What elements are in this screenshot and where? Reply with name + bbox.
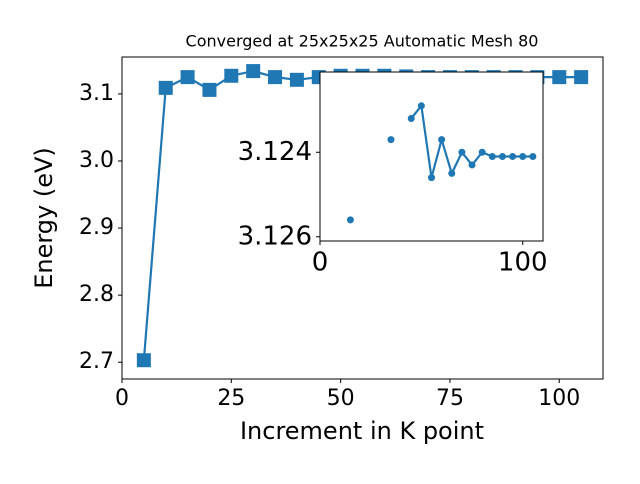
marker <box>488 153 496 160</box>
x-tick-label: 50 <box>327 386 355 411</box>
chart-title: Converged at 25x25x25 Automatic Mesh 80 <box>186 32 539 51</box>
marker <box>478 148 486 156</box>
marker <box>268 70 283 85</box>
marker <box>387 136 395 144</box>
marker <box>468 161 476 169</box>
y-tick-label: 3.1 <box>79 81 114 106</box>
data-layer <box>346 102 537 224</box>
y-tick-label: 2.9 <box>79 215 114 240</box>
x-tick-label: 25 <box>217 386 245 411</box>
marker <box>519 153 527 160</box>
marker <box>552 70 567 85</box>
x-tick-label: 0 <box>312 248 329 278</box>
x-tick-label: 0 <box>115 386 129 411</box>
marker <box>498 153 506 160</box>
axes: 0 100 3.124 3.126 <box>238 71 548 278</box>
marker <box>448 169 456 177</box>
x-tick-label: 100 <box>538 386 580 411</box>
x-axis-label: Increment in K point <box>240 417 484 445</box>
y-tick-label: 3.124 <box>238 137 312 167</box>
y-tick-label: 3.0 <box>79 148 114 173</box>
marker <box>136 353 151 368</box>
marker <box>458 148 466 156</box>
marker <box>158 80 173 95</box>
marker <box>346 216 354 224</box>
marker <box>509 153 517 160</box>
marker <box>574 70 589 85</box>
axes-frame <box>319 71 544 242</box>
y-tick-label: 2.8 <box>79 282 114 307</box>
marker <box>289 72 304 87</box>
marker <box>202 82 217 97</box>
marker <box>180 70 195 85</box>
marker <box>428 174 435 182</box>
axes-frame <box>121 56 604 380</box>
y-axis-label: Energy (eV) <box>30 147 58 289</box>
marker <box>417 102 425 110</box>
y-tick-label: 2.7 <box>79 349 114 374</box>
marker <box>438 136 446 144</box>
marker <box>224 68 239 83</box>
y-tick-label: 3.126 <box>238 221 312 251</box>
x-tick-label: 100 <box>498 248 548 278</box>
marker <box>529 153 537 160</box>
marker <box>246 64 261 79</box>
marker <box>407 114 415 122</box>
x-tick-label: 75 <box>436 386 464 411</box>
